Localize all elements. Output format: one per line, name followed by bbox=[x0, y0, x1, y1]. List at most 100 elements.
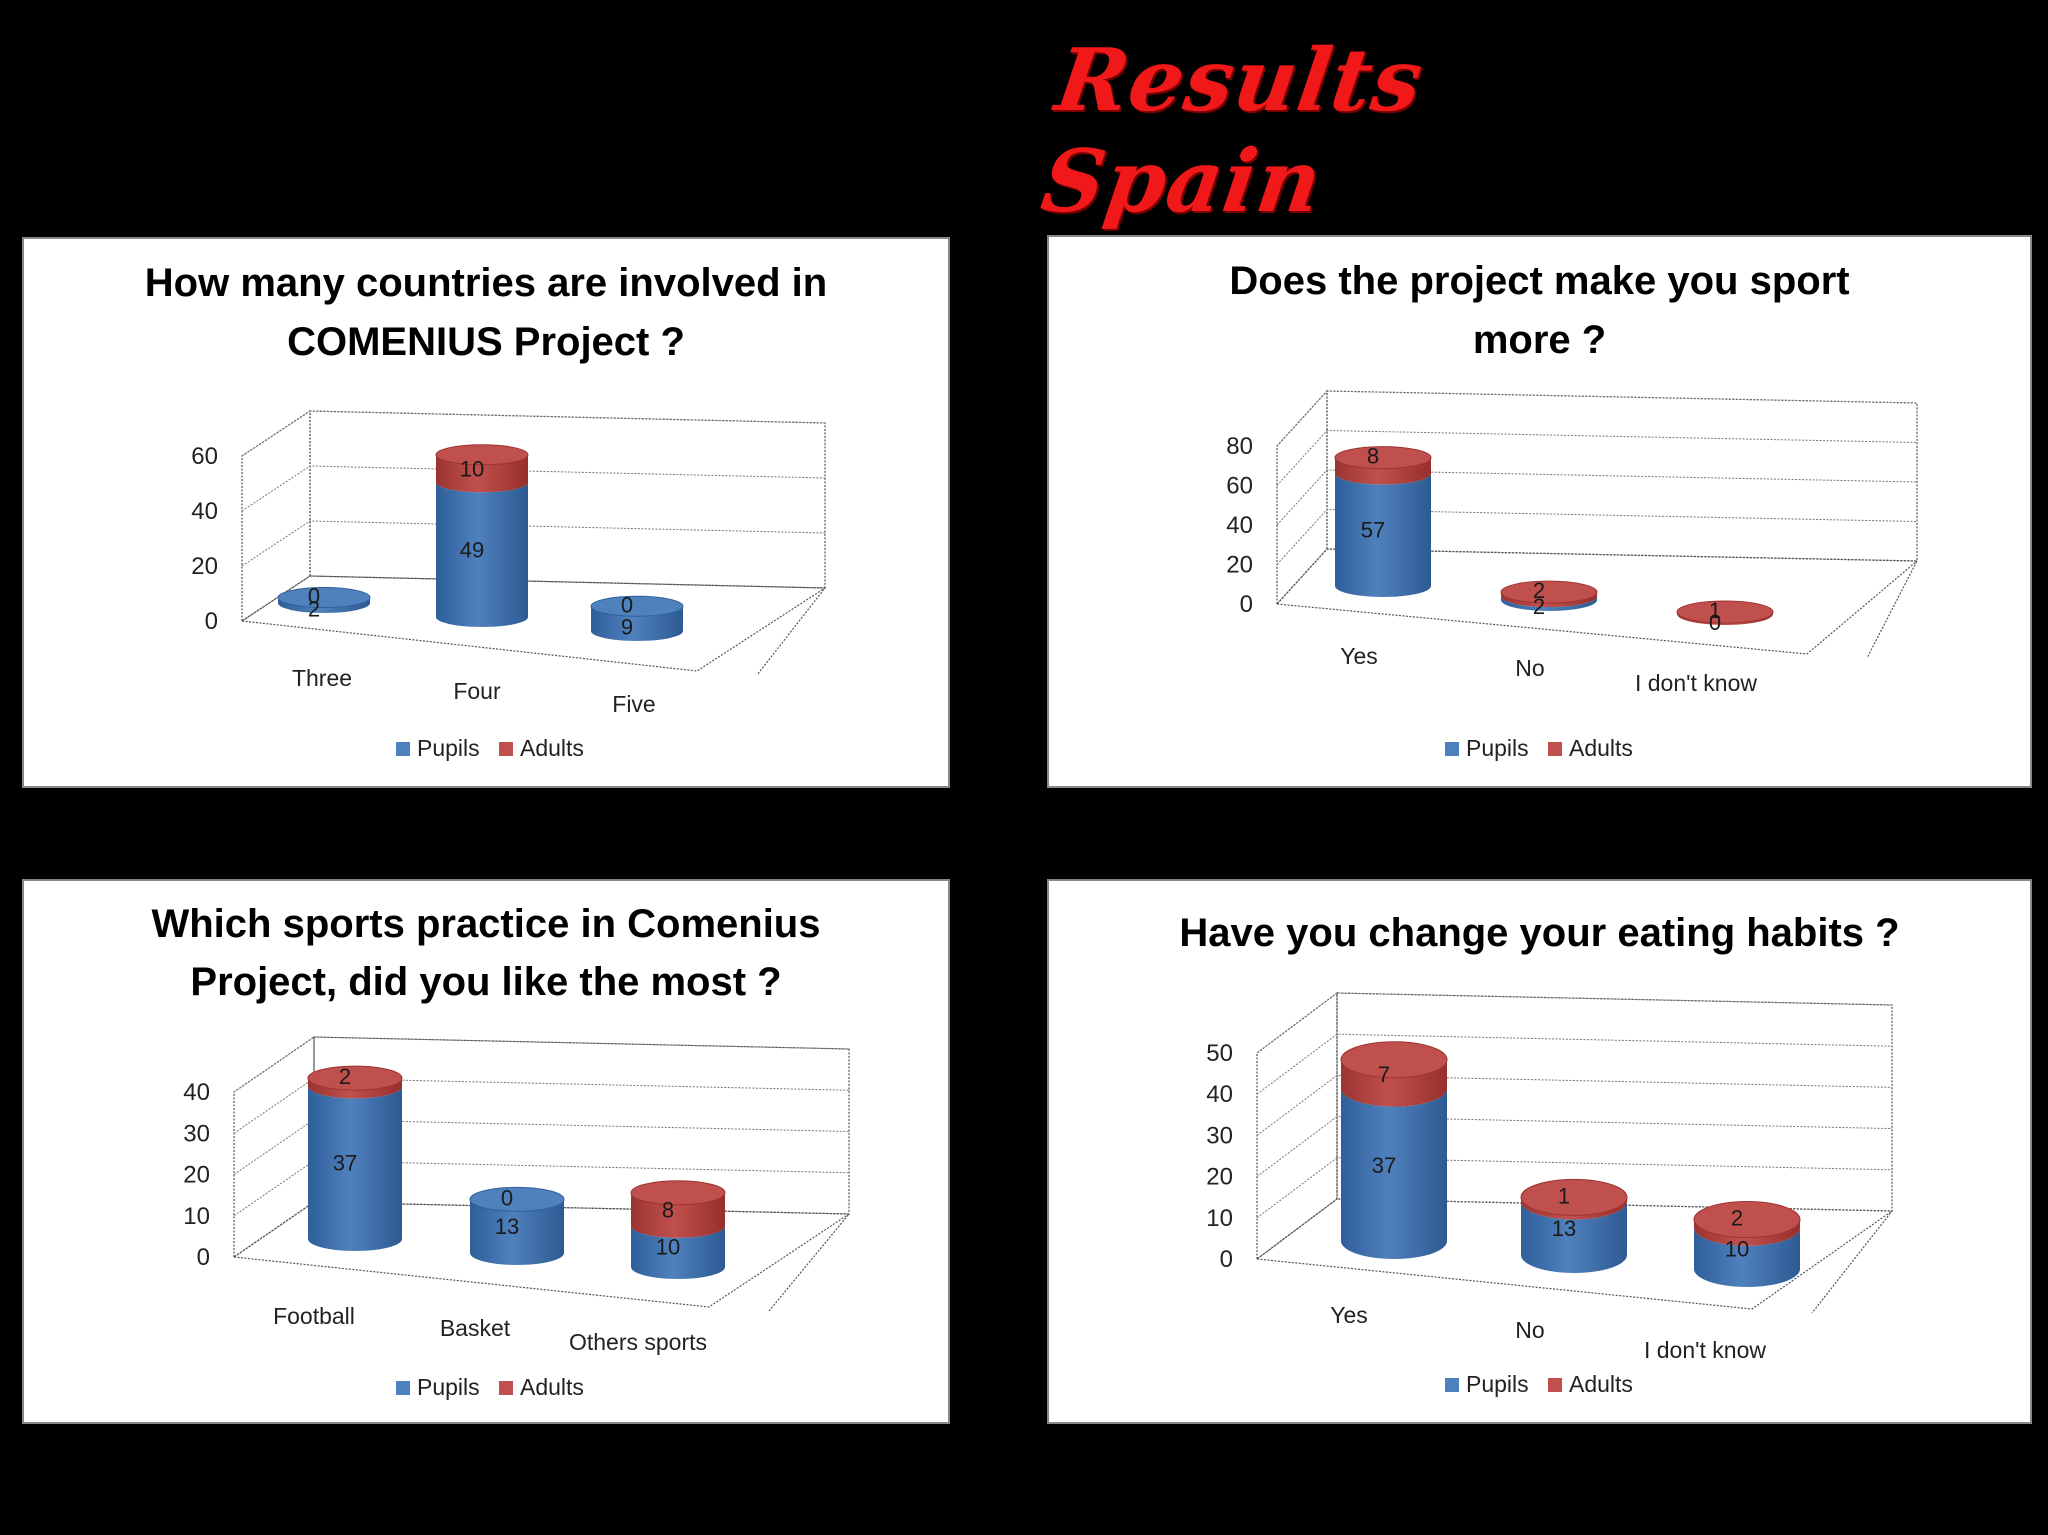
value-label-adults: 1 bbox=[1709, 598, 1721, 623]
category-label: No bbox=[1515, 1317, 1544, 1343]
y-tick-label: 40 bbox=[191, 498, 218, 525]
legend-label-pupils: Pupils bbox=[1466, 735, 1529, 761]
y-tick-label: 40 bbox=[183, 1079, 210, 1106]
bar-yes: 37 7 bbox=[1340, 1041, 1448, 1259]
bar-top-cap bbox=[1500, 580, 1598, 604]
bar-pupils bbox=[1501, 596, 1597, 611]
legend-swatch-adults bbox=[1548, 1378, 1562, 1392]
legend-swatch-pupils bbox=[396, 742, 410, 756]
y-tick-label: 40 bbox=[1206, 1081, 1233, 1108]
bar-adults bbox=[631, 1192, 725, 1238]
value-label-pupils: 57 bbox=[1361, 518, 1385, 543]
y-tick-label: 20 bbox=[1226, 552, 1253, 579]
category-label: Five bbox=[612, 691, 655, 717]
category-label: Yes bbox=[1330, 1302, 1368, 1328]
bar-no: 22 bbox=[1500, 578, 1598, 619]
bar-top-cap bbox=[1676, 600, 1774, 624]
bar-football: 37 2 bbox=[307, 1064, 403, 1251]
value-label-adults: 8 bbox=[662, 1197, 674, 1222]
bar-no: 131 bbox=[1520, 1178, 1628, 1273]
bar-adults bbox=[1335, 457, 1431, 485]
bar-pupils bbox=[1521, 1201, 1627, 1273]
legend-label-adults: Adults bbox=[1569, 735, 1633, 761]
legend-swatch-pupils bbox=[1445, 1378, 1459, 1392]
bar-adults bbox=[1694, 1219, 1800, 1246]
y-tick-label: 0 bbox=[205, 608, 218, 635]
value-label-pupils: 2 bbox=[1533, 594, 1545, 619]
slide-title: Results Spain bbox=[1035, 30, 1430, 232]
bar-pupils bbox=[1335, 473, 1431, 597]
y-tick-label: 30 bbox=[1206, 1122, 1233, 1149]
value-label-adults: 0 bbox=[308, 584, 320, 609]
bar-adults bbox=[1521, 1197, 1627, 1220]
legend-label-pupils: Pupils bbox=[417, 735, 480, 761]
bar-top-cap bbox=[630, 1180, 726, 1206]
bar-top-cap bbox=[1693, 1201, 1801, 1239]
chart-svg: How many countries are involved in COMENI… bbox=[145, 261, 827, 761]
value-label-adults: 2 bbox=[339, 1064, 351, 1089]
bar-pupils bbox=[308, 1086, 402, 1251]
legend-swatch-adults bbox=[499, 1381, 513, 1395]
value-label-pupils: 37 bbox=[1372, 1153, 1396, 1178]
bar-three: 20 bbox=[277, 584, 371, 621]
value-label-pupils: 2 bbox=[308, 596, 320, 621]
legend-swatch-pupils bbox=[1445, 742, 1459, 756]
value-label-pupils: 10 bbox=[656, 1234, 680, 1259]
bar-top-cap bbox=[435, 444, 529, 466]
legend: Pupils Adults bbox=[1445, 735, 1633, 761]
value-label-pupils: 0 bbox=[1709, 610, 1721, 635]
y-tick-label: 10 bbox=[1206, 1205, 1233, 1232]
value-label-adults: 0 bbox=[501, 1185, 513, 1210]
bar-pupils bbox=[631, 1225, 725, 1279]
bar-top-cap bbox=[469, 1186, 565, 1212]
y-tick-label: 20 bbox=[183, 1162, 210, 1189]
bar-pupils bbox=[470, 1199, 564, 1265]
value-label-pupils: 10 bbox=[1725, 1236, 1749, 1261]
bar-basket: 130 bbox=[469, 1185, 565, 1265]
category-label: Four bbox=[453, 678, 501, 704]
category-label: I don't know bbox=[1644, 1337, 1766, 1363]
legend-label-pupils: Pupils bbox=[1466, 1371, 1529, 1397]
legend: Pupils Adults bbox=[396, 735, 584, 761]
category-label: I don't know bbox=[1635, 670, 1757, 696]
value-label-pupils: 49 bbox=[460, 538, 484, 563]
y-tick-label: 60 bbox=[191, 443, 218, 470]
value-label-adults: 7 bbox=[1378, 1062, 1390, 1087]
bar-top-cap bbox=[277, 587, 371, 608]
bar-i-don-t-know: 102 bbox=[1693, 1201, 1801, 1287]
bar-top-cap bbox=[1334, 446, 1432, 470]
legend-label-adults: Adults bbox=[520, 735, 584, 761]
bar-adults bbox=[1501, 592, 1597, 608]
chart-svg: Have you change your eating habits ?0102… bbox=[1179, 911, 1899, 1397]
chart-title: Project, did you like the most ? bbox=[190, 960, 781, 1004]
bar-top-cap bbox=[1340, 1041, 1448, 1079]
category-label: Football bbox=[273, 1303, 355, 1329]
y-tick-label: 60 bbox=[1226, 473, 1253, 500]
bar-top-cap bbox=[1520, 1178, 1628, 1216]
chart-sports-liked: Which sports practice in Comenius Project… bbox=[22, 879, 950, 1424]
chart-sport-more: Does the project make you sport more ? 0 20… bbox=[1047, 235, 2032, 788]
bar-top-cap bbox=[307, 1065, 403, 1091]
value-label-adults: 0 bbox=[621, 592, 633, 617]
bar-pupils bbox=[436, 482, 528, 627]
bar-four: 49 10 bbox=[435, 444, 529, 627]
value-label-pupils: 9 bbox=[621, 615, 633, 640]
bar-five: 90 bbox=[590, 592, 684, 641]
chart-title: How many countries are involved in bbox=[145, 261, 827, 305]
value-label-adults: 8 bbox=[1367, 444, 1379, 469]
value-label-adults: 1 bbox=[1558, 1183, 1570, 1208]
y-tick-label: 20 bbox=[191, 553, 218, 580]
bar-pupils bbox=[1341, 1088, 1447, 1259]
bar-adults bbox=[308, 1078, 402, 1099]
bar-pupils bbox=[278, 597, 370, 613]
y-tick-label: 10 bbox=[183, 1203, 210, 1230]
y-tick-label: 30 bbox=[183, 1120, 210, 1147]
category-label: Basket bbox=[440, 1315, 511, 1341]
chart-eating-habits: Have you change your eating habits ? 0 10 2… bbox=[1047, 879, 2032, 1424]
chart-countries: How many countries are involved in COMENI… bbox=[22, 237, 950, 788]
legend: Pupils Adults bbox=[1445, 1371, 1633, 1397]
y-tick-label: 20 bbox=[1206, 1164, 1233, 1191]
value-label-pupils: 13 bbox=[495, 1214, 519, 1239]
y-tick-label: 50 bbox=[1206, 1040, 1233, 1067]
